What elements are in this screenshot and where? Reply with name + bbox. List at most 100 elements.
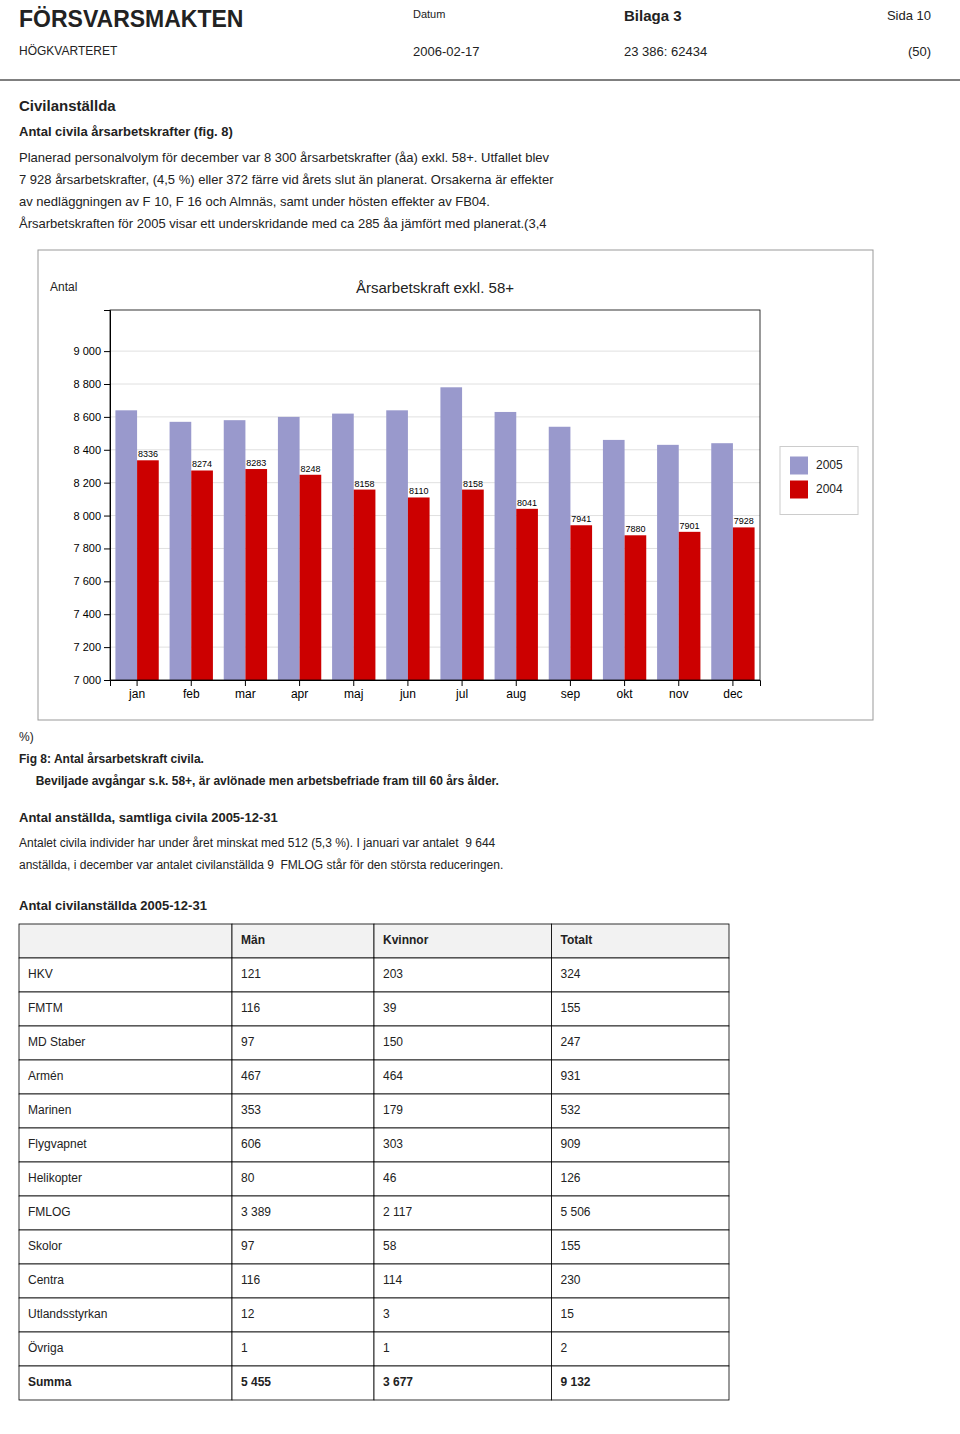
tick: nov [669, 680, 688, 701]
table-text: 230 [561, 1273, 581, 1287]
table-text: 179 [383, 1103, 403, 1117]
data-label: 8283 [246, 458, 266, 468]
data-label: 7928 [734, 516, 754, 526]
tick-label: 7 400 [73, 608, 101, 620]
plot-frame [110, 310, 760, 680]
paragraph-line: av nedläggningen av F 10, F 16 och Almnä… [19, 194, 490, 209]
tick-mark [516, 680, 517, 686]
tick-mark [104, 384, 110, 385]
table-cell [374, 1332, 552, 1366]
grid-line [110, 384, 760, 385]
table-cell [232, 992, 374, 1026]
data-label: 8248 [300, 464, 320, 474]
table-cell [374, 1230, 552, 1264]
axis-line [104, 311, 111, 681]
bar [679, 532, 701, 680]
tick-mark [104, 417, 110, 418]
series [137, 460, 755, 680]
table-cell [552, 1264, 730, 1298]
tick-label: jun [399, 687, 416, 701]
bar [115, 410, 137, 680]
table-text: 126 [561, 1171, 581, 1185]
table-text: Centra [28, 1273, 64, 1287]
chart: 8336827482838248815881108158804179417880… [50, 279, 858, 700]
table-cell [232, 1094, 374, 1128]
legend-label: 2005 [816, 458, 843, 472]
tick-label: 8 600 [73, 411, 101, 423]
chart-title: Årsarbetskraft exkl. 58+ [356, 279, 514, 296]
table-cell [19, 1264, 232, 1298]
tick-mark [299, 680, 300, 686]
tick: dec [723, 680, 742, 701]
table-cell [552, 958, 730, 992]
table-text: HKV [28, 967, 53, 981]
bar [191, 470, 213, 680]
table-text: 303 [383, 1137, 403, 1151]
table-cell [232, 1264, 374, 1298]
table-cell [552, 1128, 730, 1162]
table-text: 15 [561, 1307, 575, 1321]
legend-item: 2004 [790, 481, 843, 499]
grid [110, 351, 760, 680]
legend-item: 2005 [790, 457, 843, 475]
tick-mark [137, 680, 138, 686]
tick: jul [455, 680, 468, 701]
table-cell [232, 1332, 374, 1366]
table-cell [232, 1128, 374, 1162]
table-text: 1 [383, 1341, 390, 1355]
tick: maj [344, 680, 363, 701]
tick-label: 7 000 [73, 674, 101, 686]
tick-mark [732, 680, 733, 686]
tick: 7 400 [73, 608, 110, 620]
table-cell [19, 1332, 232, 1366]
table-text: 931 [561, 1069, 581, 1083]
table-text: 247 [561, 1035, 581, 1049]
paragraph-line: Årsarbetskraften för 2005 visar ett unde… [19, 216, 547, 231]
table-cell [374, 958, 552, 992]
tick-label: mar [235, 687, 256, 701]
data-label: 8041 [517, 498, 537, 508]
page: FÖRSVARSMAKTENHÖGKVARTERETDatum2006-02-1… [0, 0, 960, 1434]
header-ref: 23 386: 62434 [624, 44, 707, 59]
table-text: 116 [241, 1001, 260, 1015]
bar [657, 445, 679, 680]
table-cell [19, 958, 232, 992]
tick: 8 000 [73, 510, 110, 522]
tick-label: dec [723, 687, 742, 701]
table-cell [232, 924, 374, 958]
tick: apr [291, 680, 308, 701]
tick-mark [678, 680, 679, 686]
bar [733, 527, 755, 680]
table-text: 5 455 [241, 1375, 271, 1389]
tick-label: 8 800 [73, 378, 101, 390]
figure-caption: Fig 8: Antal årsarbetskraft civila. [19, 752, 204, 766]
tick-mark [104, 680, 110, 681]
bar [245, 469, 267, 680]
table-text: Marinen [28, 1103, 71, 1117]
legend-label: 2004 [816, 482, 843, 496]
header-subtitle: HÖGKVARTERET [19, 44, 118, 58]
tick-label: feb [183, 687, 200, 701]
bar [137, 460, 159, 680]
tick: 7 600 [73, 575, 110, 587]
tick-label: sep [561, 687, 581, 701]
table-text: Helikopter [28, 1171, 82, 1185]
header-value: 2006-02-17 [413, 44, 480, 59]
tick-mark [104, 647, 110, 648]
tick-label: 9 000 [73, 345, 101, 357]
table-text: 1 [241, 1341, 248, 1355]
table-title: Antal civilanställda 2005-12-31 [19, 898, 207, 913]
bars [115, 387, 754, 680]
bar [408, 497, 430, 680]
tick-label: apr [291, 687, 308, 701]
header-label: Datum [413, 8, 445, 20]
data-label: 8110 [409, 486, 428, 496]
tick: 7 800 [73, 542, 110, 554]
bar [300, 475, 322, 680]
bar [625, 535, 647, 680]
table-cell [374, 924, 552, 958]
tick: 8 800 [73, 378, 110, 390]
section: CivilanställdaAntal civila årsarbetskraf… [19, 97, 554, 230]
tick: 8 200 [73, 477, 110, 489]
tick-label: 7 600 [73, 575, 101, 587]
